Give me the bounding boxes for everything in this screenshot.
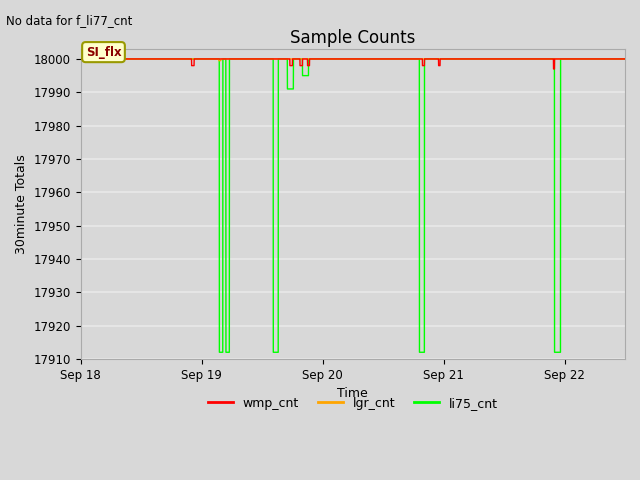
Text: No data for f_li77_cnt: No data for f_li77_cnt <box>6 14 132 27</box>
Title: Sample Counts: Sample Counts <box>290 29 415 48</box>
Y-axis label: 30minute Totals: 30minute Totals <box>15 154 28 254</box>
X-axis label: Time: Time <box>337 387 368 400</box>
Legend: wmp_cnt, lgr_cnt, li75_cnt: wmp_cnt, lgr_cnt, li75_cnt <box>203 392 503 415</box>
Text: SI_flx: SI_flx <box>86 46 122 59</box>
